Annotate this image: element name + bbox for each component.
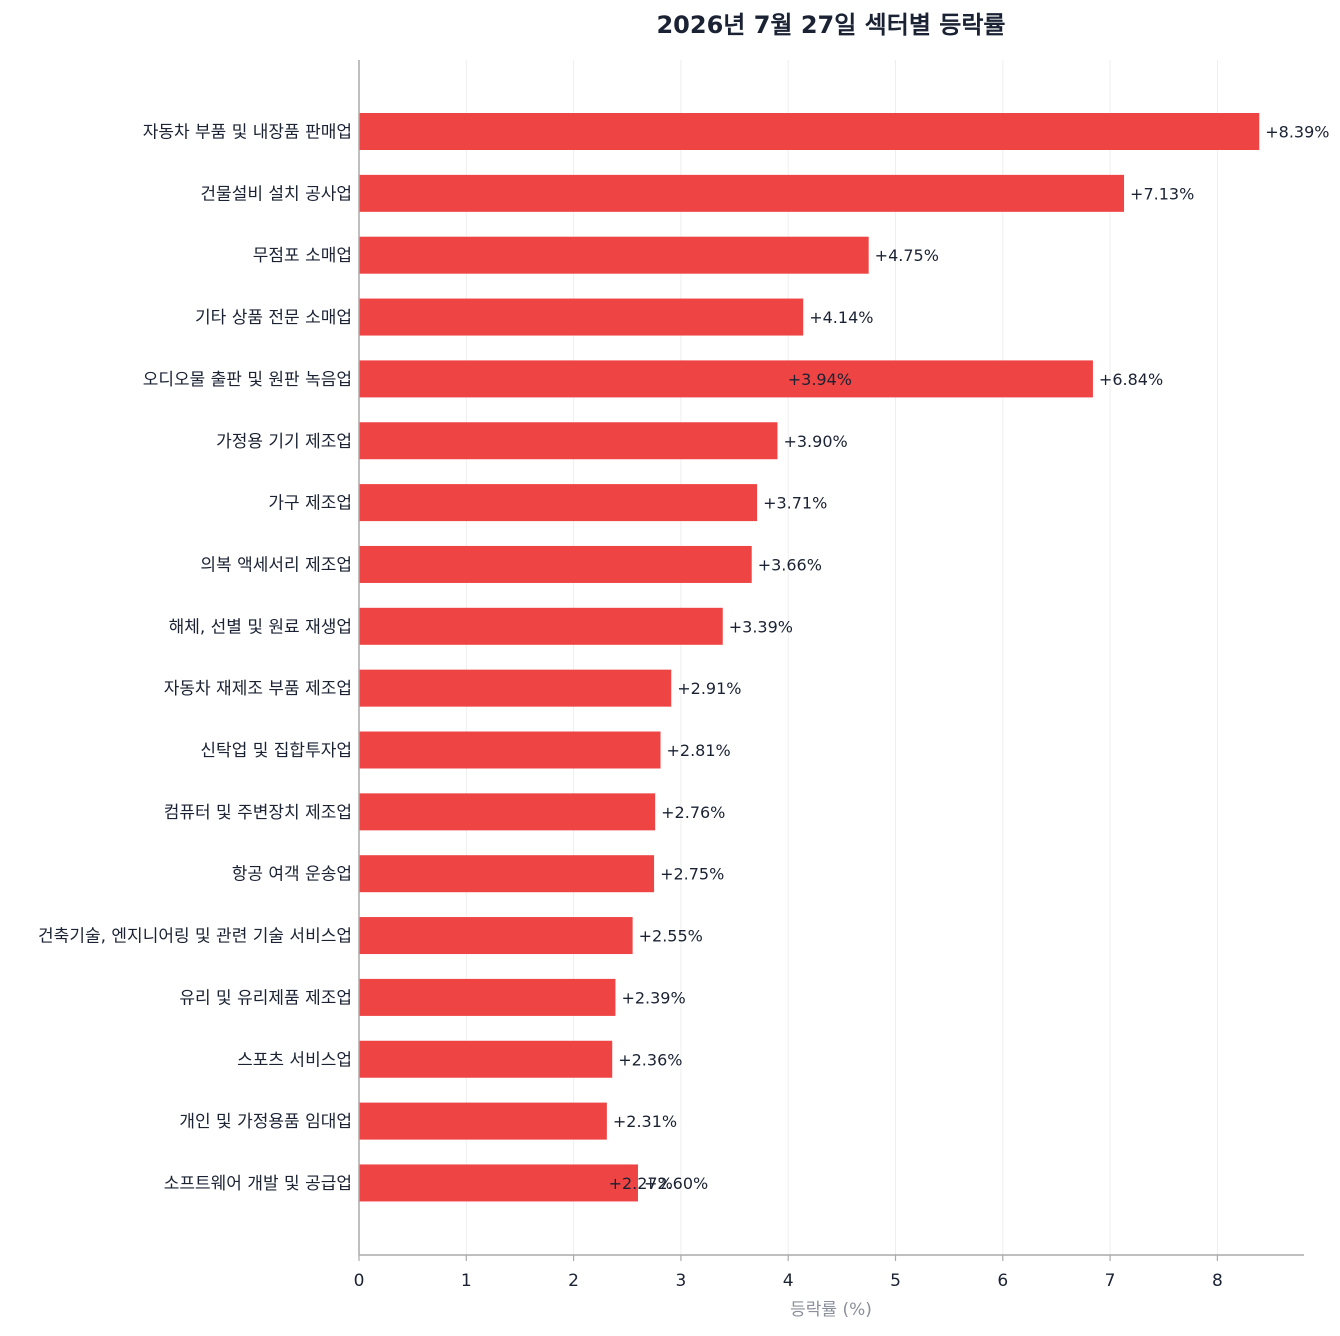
category-label: 컴퓨터 및 주변장치 제조업 <box>164 803 352 823</box>
category-label: 유리 및 유리제품 제조업 <box>179 988 352 1008</box>
value-label: +2.76% <box>661 803 725 822</box>
bar <box>359 298 804 336</box>
bar <box>359 174 1125 212</box>
category-label: 오디오물 출판 및 원판 녹음업 <box>143 370 352 390</box>
category-label: 자동차 부품 및 내장품 판매업 <box>143 123 352 143</box>
value-label: +3.71% <box>763 494 827 513</box>
overlap-value-label: +3.94% <box>788 370 852 389</box>
bar <box>359 1102 607 1140</box>
value-label: +2.39% <box>621 988 685 1007</box>
category-label: 자동차 재제조 부품 제조업 <box>164 679 352 699</box>
bar <box>359 731 661 769</box>
chart-title: 2026년 7월 27일 섹터별 등락률 <box>656 11 1005 39</box>
category-label: 신탁업 및 집합투자업 <box>200 741 352 761</box>
category-label: 기타 상품 전문 소매업 <box>195 308 352 328</box>
value-label: +2.31% <box>613 1112 677 1131</box>
category-label: 소프트웨어 개발 및 공급업 <box>164 1174 352 1194</box>
bar <box>359 669 672 707</box>
x-tick-label: 1 <box>461 1271 472 1291</box>
bar <box>359 545 752 583</box>
bar <box>359 978 616 1016</box>
x-tick-label: 4 <box>783 1271 794 1291</box>
bar <box>359 360 1093 398</box>
value-label: +8.39% <box>1265 123 1329 142</box>
value-label: +2.60% <box>644 1174 708 1193</box>
category-label: 스포츠 서비스업 <box>237 1050 352 1070</box>
x-tick-label: 0 <box>354 1271 365 1291</box>
bar <box>359 607 723 645</box>
bar <box>359 1164 638 1202</box>
category-label: 건축기술, 엔지니어링 및 관련 기술 서비스업 <box>38 927 352 947</box>
value-label: +3.39% <box>729 617 793 636</box>
value-label: +2.55% <box>639 927 703 946</box>
bar <box>359 422 778 460</box>
category-label: 건물설비 설치 공사업 <box>200 184 352 204</box>
x-tick-label: 5 <box>890 1271 901 1291</box>
value-label: +2.36% <box>618 1050 682 1069</box>
category-label: 가정용 기기 제조업 <box>216 432 352 452</box>
value-label: +2.75% <box>660 865 724 884</box>
value-label: +6.84% <box>1099 370 1163 389</box>
x-tick-label: 8 <box>1212 1271 1223 1291</box>
value-labels: +8.39% +7.13% +4.75% +4.14% +6.84% +3.90% +3.7… <box>609 123 1330 1193</box>
category-label: 무점포 소매업 <box>253 246 352 266</box>
category-label: 의복 액세서리 제조업 <box>200 555 352 575</box>
bar <box>359 917 633 955</box>
x-tick-label: 7 <box>1105 1271 1116 1291</box>
x-axis-title: 등락률 (%) <box>790 1300 872 1320</box>
bar <box>359 236 869 274</box>
category-label: 해체, 선별 및 원료 재생업 <box>169 617 352 637</box>
x-tick-label: 3 <box>675 1271 686 1291</box>
category-label: 항공 여객 운송업 <box>232 865 352 885</box>
category-label: 가구 제조업 <box>268 494 352 514</box>
x-axis-ticks: 0 1 2 3 4 5 6 7 8 <box>354 1255 1223 1291</box>
bar <box>359 484 758 522</box>
value-label: +4.75% <box>875 246 939 265</box>
x-tick-label: 6 <box>997 1271 1008 1291</box>
value-label: +3.66% <box>758 555 822 574</box>
value-label: +7.13% <box>1130 184 1194 203</box>
bar <box>359 855 655 893</box>
overlap-value-label: +2.27% <box>609 1174 673 1193</box>
value-label: +2.91% <box>677 679 741 698</box>
value-label: +2.81% <box>667 741 731 760</box>
category-label: 개인 및 가정용품 임대업 <box>179 1112 352 1132</box>
bar <box>359 113 1260 150</box>
value-label: +4.14% <box>809 308 873 327</box>
value-label: +3.90% <box>783 432 847 451</box>
bars <box>359 113 1260 1202</box>
bar <box>359 793 656 831</box>
bar <box>359 1040 613 1078</box>
x-tick-label: 2 <box>568 1271 579 1291</box>
